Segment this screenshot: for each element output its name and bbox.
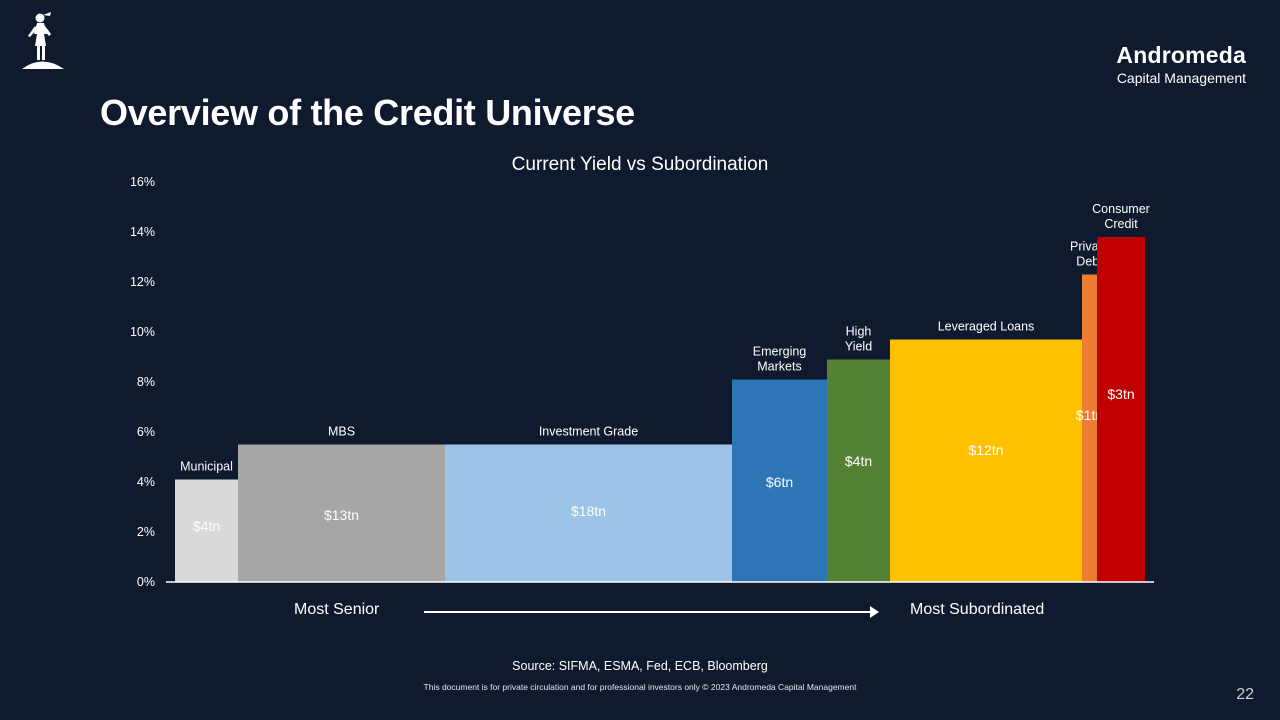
arrow-head-icon: [870, 606, 879, 618]
y-tick-label-4: 4%: [137, 475, 155, 489]
category-label-investment-grade: Investment Grade: [539, 425, 638, 439]
bar-private-debt: [1082, 274, 1097, 582]
most-senior-label: Most Senior: [294, 601, 380, 618]
size-label-mbs: $13tn: [324, 507, 359, 523]
bar-high-yield: [827, 359, 890, 582]
bar-mbs: [238, 444, 445, 582]
y-tick-label-14: 14%: [130, 225, 155, 239]
size-label-leveraged-loans: $12tn: [968, 442, 1003, 458]
page-title: Overview of the Credit Universe: [100, 92, 635, 133]
chart-title: Current Yield vs Subordination: [511, 154, 769, 175]
size-label-municipal: $4tn: [193, 518, 220, 534]
category-label-leveraged-loans: Leveraged Loans: [938, 320, 1035, 334]
size-label-consumer-credit: $3tn: [1107, 386, 1134, 402]
bar-leveraged-loans: [890, 339, 1082, 582]
size-label-investment-grade: $18tn: [571, 503, 606, 519]
category-label-mbs: MBS: [328, 425, 355, 439]
bar-municipal: [175, 479, 238, 582]
y-tick-label-8: 8%: [137, 375, 155, 389]
y-tick-label-10: 10%: [130, 325, 155, 339]
y-tick-label-6: 6%: [137, 425, 155, 439]
y-tick-label-12: 12%: [130, 275, 155, 289]
brand-name: Andromeda: [1116, 42, 1246, 68]
source-note: Source: SIFMA, ESMA, Fed, ECB, Bloomberg: [512, 659, 768, 673]
category-label-private-debt-line-2: Debt: [1076, 255, 1103, 269]
brand-block: Andromeda Capital Management: [1116, 42, 1246, 86]
bar-emerging-markets: [732, 379, 827, 582]
size-label-emerging-markets: $6tn: [766, 474, 793, 490]
category-label-consumer-credit-line-1: Consumer: [1092, 202, 1150, 216]
brand-subtitle: Capital Management: [1116, 70, 1246, 86]
category-label-high-yield-line-1: High: [846, 325, 872, 339]
most-subordinated-label: Most Subordinated: [910, 601, 1045, 618]
category-label-consumer-credit-line-2: Credit: [1104, 217, 1138, 231]
y-tick-label-0: 0%: [137, 575, 155, 589]
y-tick-label-2: 2%: [137, 525, 155, 539]
subordination-arrow: [424, 611, 872, 613]
disclaimer: This document is for private circulation…: [423, 682, 857, 692]
bar-consumer-credit: [1097, 237, 1145, 582]
size-label-high-yield: $4tn: [845, 453, 872, 469]
category-label-emerging-markets-line-1: Emerging: [753, 345, 807, 359]
bar-investment-grade: [445, 444, 732, 582]
y-tick-label-16: 16%: [130, 175, 155, 189]
category-label-high-yield-line-2: Yield: [845, 340, 872, 354]
size-label-private-debt: $1tn: [1076, 407, 1103, 423]
woman-figure-logo-icon: [22, 12, 64, 69]
category-label-emerging-markets-line-2: Markets: [757, 360, 801, 374]
category-label-municipal: Municipal: [180, 460, 233, 474]
page-number: 22: [1236, 686, 1254, 703]
